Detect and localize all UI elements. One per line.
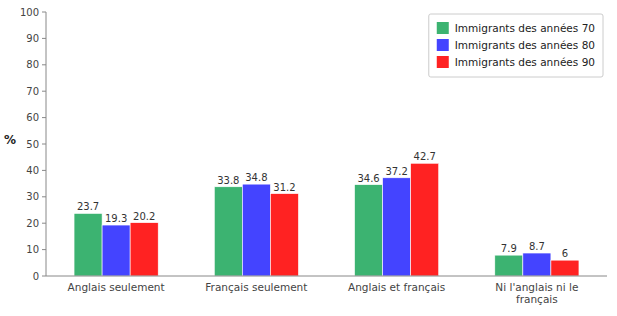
data-labels: 23.7 33.8 34.6 7.9 19.3 34.8 37.2 8.7 20.2 31.2 42… bbox=[77, 151, 568, 259]
bar bbox=[270, 194, 298, 276]
legend-box bbox=[429, 14, 603, 77]
y-tick bbox=[42, 170, 46, 171]
x-tick-label-line: français bbox=[516, 293, 558, 305]
bar bbox=[383, 178, 411, 276]
chart-container: 23.7 33.8 34.6 7.9 19.3 34.8 37.2 8.7 20.2 31.2 42… bbox=[0, 0, 617, 316]
data-label: 20.2 bbox=[133, 211, 155, 222]
data-label: 8.7 bbox=[529, 241, 545, 252]
y-tick bbox=[42, 91, 46, 92]
bar bbox=[242, 184, 270, 276]
x-tick-label-line: Français seulement bbox=[205, 281, 307, 293]
bar bbox=[355, 185, 383, 276]
y-tick-label: 30 bbox=[26, 191, 39, 202]
legend-swatch bbox=[437, 39, 449, 51]
x-axis-line bbox=[46, 276, 607, 277]
x-tick-label-line: Anglais et français bbox=[348, 281, 445, 293]
y-tick bbox=[42, 144, 46, 145]
y-axis-label: % bbox=[4, 133, 16, 147]
x-tick-label: Anglais seulement bbox=[68, 281, 165, 293]
y-tick-label: 20 bbox=[26, 218, 39, 229]
data-label: 33.8 bbox=[217, 175, 239, 186]
legend-swatch bbox=[437, 22, 449, 34]
data-label: 31.2 bbox=[273, 182, 295, 193]
data-label: 34.6 bbox=[357, 173, 379, 184]
bar bbox=[523, 253, 551, 276]
data-label: 34.8 bbox=[245, 172, 267, 183]
y-tick-label: 100 bbox=[20, 7, 39, 18]
y-tick-label: 60 bbox=[26, 112, 39, 123]
chart: 23.7 33.8 34.6 7.9 19.3 34.8 37.2 8.7 20.2 31.2 42… bbox=[0, 0, 617, 316]
y-tick bbox=[42, 249, 46, 250]
bar bbox=[102, 225, 130, 276]
bar bbox=[74, 213, 102, 276]
legend-label: Immigrants des années 70 bbox=[455, 22, 595, 34]
x-tick-label-line: Anglais seulement bbox=[68, 281, 165, 293]
y-tick bbox=[42, 196, 46, 197]
y-tick-label: 90 bbox=[26, 33, 39, 44]
plot-area bbox=[46, 12, 607, 276]
y-tick-label: 10 bbox=[26, 244, 39, 255]
legend-label: Immigrants des années 90 bbox=[455, 56, 595, 68]
y-tick-label: 0 bbox=[33, 271, 39, 282]
y-tick bbox=[42, 64, 46, 65]
y-tick bbox=[42, 38, 46, 39]
bar bbox=[411, 163, 439, 276]
y-tick-label: 40 bbox=[26, 165, 39, 176]
legend-swatch bbox=[437, 56, 449, 68]
y-tick bbox=[42, 12, 46, 13]
data-label: 23.7 bbox=[77, 201, 99, 212]
data-label: 6 bbox=[562, 248, 568, 259]
bar bbox=[214, 187, 242, 276]
x-tick-label: Ni l'anglais ni lefrançais bbox=[495, 281, 578, 305]
y-tick-label: 80 bbox=[26, 59, 39, 70]
legend-label: Immigrants des années 80 bbox=[455, 39, 595, 51]
y-tick-label: 70 bbox=[26, 86, 39, 97]
x-tick-label: Anglais et français bbox=[348, 281, 445, 293]
bars bbox=[74, 163, 579, 276]
data-label: 37.2 bbox=[385, 166, 407, 177]
bar bbox=[551, 260, 579, 276]
x-tick-label: Français seulement bbox=[205, 281, 307, 293]
data-label: 7.9 bbox=[501, 243, 517, 254]
data-label: 19.3 bbox=[105, 213, 127, 224]
y-axis: 0 10 20 30 40 50 60 70 80 90 100 bbox=[20, 7, 46, 282]
bar bbox=[495, 255, 523, 276]
y-tick bbox=[42, 276, 46, 277]
x-axis: Anglais seulement Français seulement Angla… bbox=[46, 276, 607, 305]
legend: Immigrants des années 70 Immigrants des a… bbox=[429, 14, 603, 77]
bar bbox=[130, 223, 158, 276]
y-tick bbox=[42, 117, 46, 118]
y-tick-label: 50 bbox=[26, 139, 39, 150]
data-label: 42.7 bbox=[414, 151, 436, 162]
y-tick bbox=[42, 223, 46, 224]
x-tick-label-line: Ni l'anglais ni le bbox=[495, 281, 578, 293]
